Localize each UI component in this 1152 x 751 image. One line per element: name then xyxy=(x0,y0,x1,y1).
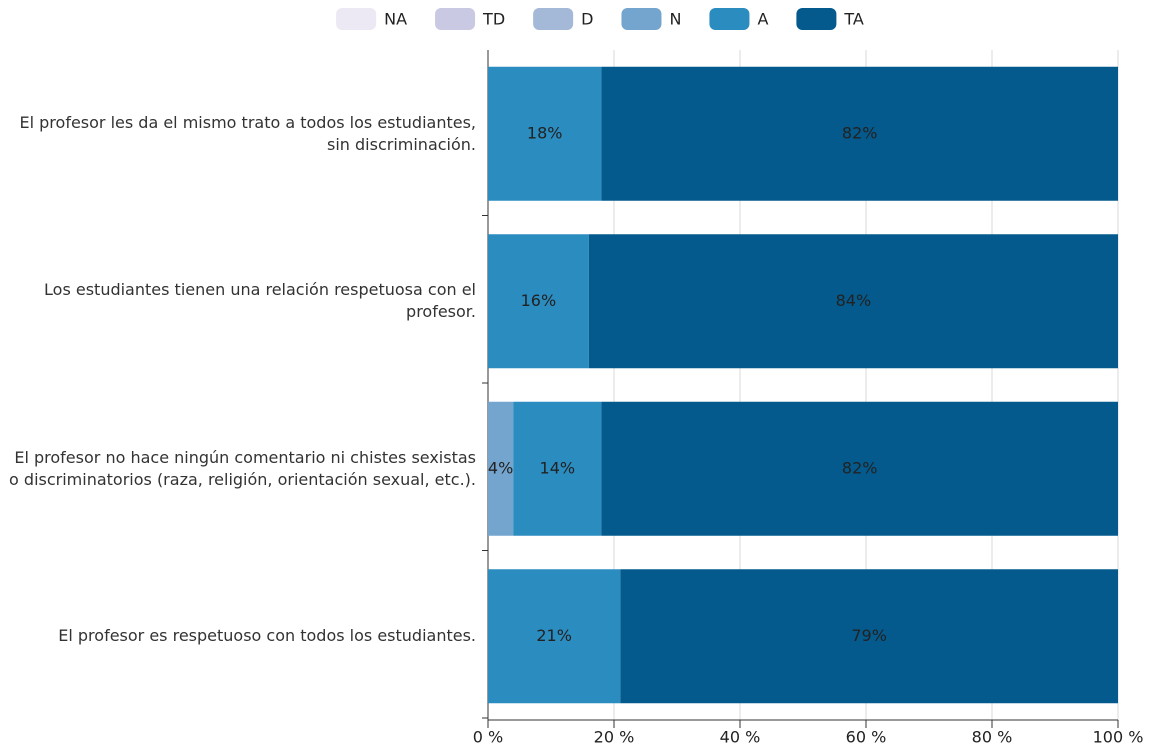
data-label: 84% xyxy=(836,291,872,310)
bar-segment xyxy=(488,569,621,704)
data-label: 14% xyxy=(540,458,576,477)
legend-swatch xyxy=(709,8,750,30)
data-label: 82% xyxy=(842,458,878,477)
bar-segment xyxy=(601,401,1118,536)
x-tick-label: 100 % xyxy=(1093,728,1144,747)
legend-swatch xyxy=(336,8,377,30)
x-tick-label: 60 % xyxy=(846,728,887,747)
legend-label: N xyxy=(669,10,681,29)
legend-label: TA xyxy=(843,10,864,29)
x-tick-label: 80 % xyxy=(972,728,1013,747)
y-tick-label: El profesor no hace ningún comentario ni… xyxy=(9,447,476,489)
data-label: 82% xyxy=(842,123,878,142)
bar-segment xyxy=(488,234,589,369)
data-label: 16% xyxy=(521,291,557,310)
bar-segment xyxy=(588,234,1118,369)
legend-label: D xyxy=(581,10,593,29)
bar-segment xyxy=(488,401,514,536)
y-tick-label: El profesor es respetuoso con todos los … xyxy=(58,626,476,646)
data-label: 4% xyxy=(488,458,513,477)
data-label: 79% xyxy=(851,626,887,645)
data-label: 18% xyxy=(527,123,563,142)
y-tick-label: Los estudiantes tienen una relación resp… xyxy=(44,280,476,322)
legend-swatch xyxy=(621,8,662,30)
legend-label: A xyxy=(757,10,768,29)
legend-swatch xyxy=(533,8,574,30)
data-label: 21% xyxy=(536,626,572,645)
legend-label: TD xyxy=(482,10,505,29)
bar-segment xyxy=(601,66,1118,201)
legend-label: NA xyxy=(384,10,407,29)
bar-segment xyxy=(620,569,1118,704)
y-tick-label: El profesor les da el mismo trato a todo… xyxy=(19,112,477,154)
bar-segment xyxy=(488,66,602,201)
x-tick-label: 20 % xyxy=(594,728,635,747)
x-tick-label: 40 % xyxy=(720,728,761,747)
legend-swatch xyxy=(435,8,476,30)
legend-swatch xyxy=(796,8,837,30)
bar-segment xyxy=(513,401,602,536)
x-tick-label: 0 % xyxy=(473,728,503,747)
